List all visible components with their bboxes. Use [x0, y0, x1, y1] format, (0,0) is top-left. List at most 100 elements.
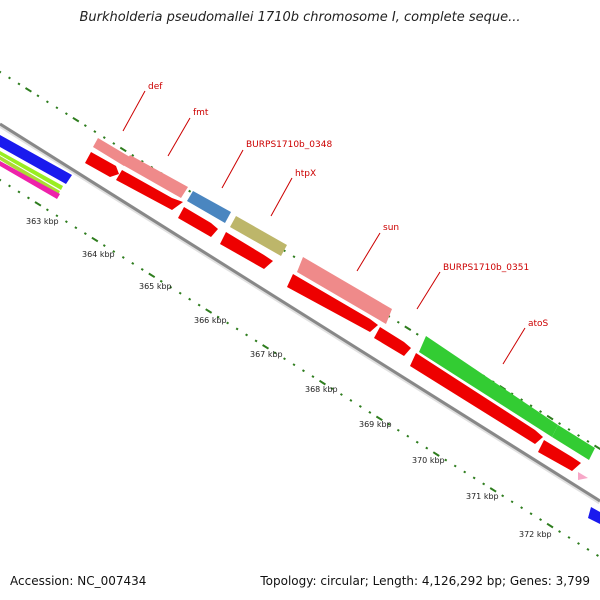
- leader-burps0348: [221, 149, 244, 189]
- minor-tick: [520, 398, 524, 402]
- gene-bar-def[interactable]: [93, 138, 130, 166]
- scale-label: 367 kbp: [250, 350, 283, 359]
- minor-tick: [482, 482, 486, 486]
- minor-tick: [567, 428, 571, 431]
- gene-label-def[interactable]: def: [148, 82, 163, 92]
- magenta-feature-bar: [0, 161, 60, 199]
- major-tick: [24, 87, 32, 93]
- gene-label-htpx[interactable]: htpX: [295, 169, 316, 179]
- major-tick: [318, 379, 326, 386]
- minor-tick: [8, 184, 11, 188]
- major-tick: [489, 487, 497, 493]
- cds-arrow-def[interactable]: [85, 152, 119, 177]
- major-tick: [34, 201, 42, 207]
- leader-fmt: [167, 117, 191, 157]
- major-tick: [262, 344, 270, 350]
- minor-tick: [529, 512, 533, 516]
- major-tick: [546, 414, 554, 421]
- inner-tick-marks: [0, 178, 599, 557]
- minor-tick: [415, 440, 419, 444]
- cds-track: [85, 152, 600, 524]
- cds-arrow-sun[interactable]: [287, 274, 378, 332]
- gene-label-burps0351[interactable]: BURPS1710b_0351: [443, 263, 529, 273]
- minor-tick: [17, 82, 21, 86]
- gene-label-burps0348[interactable]: BURPS1710b_0348: [246, 140, 332, 150]
- major-tick: [593, 444, 600, 451]
- minor-tick: [64, 220, 68, 224]
- minor-tick: [83, 124, 87, 128]
- gene-bar-sun[interactable]: [297, 257, 392, 324]
- minor-tick: [140, 159, 144, 163]
- cds-arrow-fmt[interactable]: [116, 170, 183, 210]
- gene-label-sun[interactable]: sun: [383, 223, 399, 233]
- minor-tick: [586, 547, 590, 551]
- minor-tick: [510, 500, 514, 504]
- scale-label: 368 kbp: [305, 385, 338, 394]
- minor-tick: [45, 100, 49, 104]
- map-title: Burkholderia pseudomallei 1710b chromoso…: [79, 10, 521, 25]
- minor-tick: [520, 506, 524, 510]
- minor-tick: [102, 136, 106, 139]
- scale-label: 363 kbp: [26, 217, 59, 226]
- gene-bar-burps0348[interactable]: [187, 191, 231, 223]
- minor-tick: [577, 434, 580, 437]
- cds-arrow-burps0348[interactable]: [178, 207, 218, 237]
- minor-tick: [586, 439, 590, 443]
- minor-tick: [577, 542, 580, 545]
- leader-sun: [356, 232, 381, 272]
- minor-tick: [539, 518, 543, 522]
- major-tick: [148, 272, 156, 279]
- minor-tick: [26, 196, 30, 200]
- major-tick: [546, 522, 554, 529]
- minor-tick: [245, 333, 249, 337]
- minor-tick: [0, 178, 2, 182]
- blue-feature-right: [588, 507, 600, 524]
- minor-tick: [140, 267, 144, 271]
- gene-bar-atos[interactable]: [419, 336, 558, 437]
- minor-tick: [159, 279, 163, 283]
- major-tick: [119, 146, 127, 153]
- minor-tick: [74, 226, 78, 230]
- cds-arrow-burps0351[interactable]: [374, 327, 411, 356]
- minor-tick: [112, 142, 116, 145]
- minor-tick: [292, 255, 296, 259]
- major-tick: [375, 415, 383, 422]
- minor-tick: [273, 351, 277, 355]
- gene-label-fmt[interactable]: fmt: [193, 108, 209, 118]
- minor-tick: [178, 291, 182, 295]
- minor-tick: [567, 536, 571, 539]
- minor-tick: [472, 476, 476, 480]
- cds-arrow-atos[interactable]: [410, 353, 543, 444]
- minor-tick: [396, 320, 400, 324]
- minor-tick: [292, 363, 296, 367]
- minor-tick: [558, 422, 562, 425]
- minor-tick: [595, 553, 599, 557]
- scale-labels: 363 kbp 364 kbp 365 kbp 366 kbp 367 kbp …: [26, 217, 552, 539]
- gene-label-atos[interactable]: atoS: [528, 319, 549, 329]
- minor-tick: [358, 404, 362, 408]
- cds-arrow-htpx[interactable]: [220, 232, 273, 269]
- minor-tick: [83, 232, 87, 236]
- minor-tick: [301, 369, 305, 373]
- minor-tick: [339, 393, 343, 396]
- gene-labels: def fmt BURPS1710b_0348 htpX sun BURPS17…: [148, 82, 549, 329]
- lime-feature-bar: [0, 151, 63, 190]
- leader-atos: [502, 327, 526, 365]
- gene-bar-htpx[interactable]: [230, 216, 287, 256]
- topology-summary: Topology: circular; Length: 4,126,292 bp…: [260, 574, 590, 588]
- gene-bar-fmt[interactable]: [123, 155, 188, 198]
- minor-tick: [235, 327, 239, 331]
- leader-burps0351: [416, 271, 441, 310]
- gene-bar-atos-end[interactable]: [552, 425, 595, 460]
- minor-tick: [254, 339, 258, 343]
- scale-label: 369 kbp: [359, 420, 392, 429]
- minor-tick: [311, 375, 315, 379]
- scale-label: 372 kbp: [519, 530, 552, 539]
- cds-arrow-atos-2[interactable]: [538, 440, 581, 471]
- label-leaders: [122, 90, 526, 365]
- yellowgreen-feature-bar: [0, 156, 60, 195]
- minor-tick: [368, 410, 372, 414]
- blue-feature-bar: [0, 135, 72, 184]
- major-tick: [404, 325, 412, 331]
